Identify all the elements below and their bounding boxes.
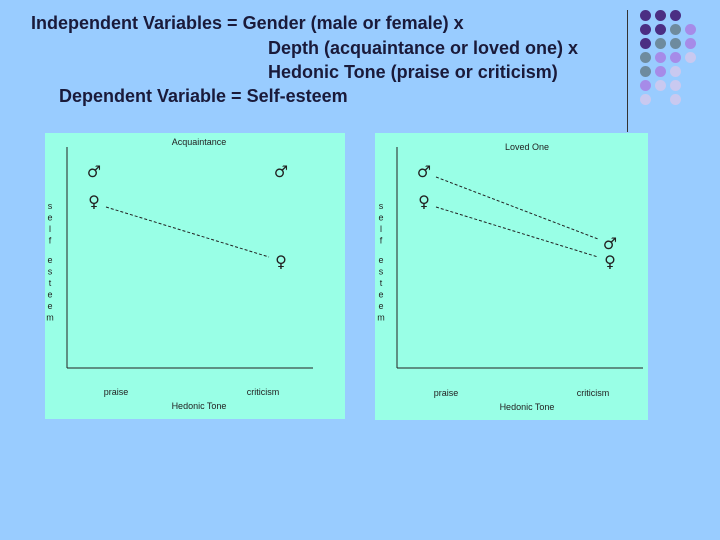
x-tick-label-criticism: criticism: [247, 387, 280, 397]
header-line-depth: Depth (acquaintance or loved one) x: [268, 38, 579, 58]
decorative-dot: [640, 38, 651, 49]
series-marker-female: ♀: [604, 252, 616, 271]
series-marker-male: ♂: [87, 162, 101, 181]
chart-title: Loved One: [505, 142, 549, 152]
chart-panel-loved-one: Loved One s e l f e s t e e m praise criticism Hedoni…: [375, 133, 648, 420]
x-axis-label: Hedonic Tone: [500, 402, 555, 412]
chart-title: Acquaintance: [172, 137, 227, 147]
y-axis-label-letter: s: [379, 201, 384, 211]
decorative-dot: [670, 66, 681, 77]
y-axis-label-letter: e: [378, 213, 383, 223]
y-axis-label-letter: m: [377, 313, 385, 323]
y-axis-label-letter: e: [378, 255, 383, 265]
y-axis-label-letter: e: [47, 213, 52, 223]
x-axis-label: Hedonic Tone: [172, 401, 227, 411]
y-axis-label-letter: l: [49, 224, 51, 234]
decorative-dot: [670, 24, 681, 35]
y-axis-label-letter: s: [379, 267, 384, 277]
series-marker-female: ♀: [418, 192, 430, 211]
y-axis-label-letter: f: [380, 236, 383, 246]
y-axis-label-letter: l: [380, 224, 382, 234]
decorative-dot: [640, 24, 651, 35]
series-marker-female: ♀: [275, 252, 287, 271]
decorative-dot: [670, 80, 681, 91]
y-axis-label-letter: e: [47, 290, 52, 300]
y-axis-label-letter: e: [378, 301, 383, 311]
decorative-dot: [655, 38, 666, 49]
y-axis-label-letter: t: [49, 278, 52, 288]
decorative-dot: [670, 94, 681, 105]
decorative-dot: [655, 80, 666, 91]
decorative-dot: [640, 80, 651, 91]
header-line-dependent-variable: Dependent Variable = Self-esteem: [59, 86, 348, 106]
series-line-male: [435, 176, 599, 240]
x-tick-label-praise: praise: [104, 387, 129, 397]
header-line-hedonic-tone: Hedonic Tone (praise or criticism): [268, 62, 558, 82]
series-marker-male: ♂: [417, 162, 431, 181]
divider-line: [627, 10, 628, 132]
decorative-dot: [670, 52, 681, 63]
decorative-dot: [640, 52, 651, 63]
decorative-dot: [655, 66, 666, 77]
series-line-female: [105, 206, 270, 258]
header-line-independent-variables: Independent Variables = Gender (male or …: [31, 13, 464, 33]
series-marker-male: ♂: [274, 162, 288, 181]
y-axis-label-letter: e: [47, 255, 52, 265]
y-axis-label-letter: f: [49, 236, 52, 246]
decorative-dot: [655, 24, 666, 35]
y-axis-label-letter: s: [48, 267, 53, 277]
series-marker-female: ♀: [88, 192, 100, 211]
decorative-dot: [670, 38, 681, 49]
y-axis-label-letter: s: [48, 201, 53, 211]
x-tick-label-criticism: criticism: [577, 388, 610, 398]
y-axis-label-letter: e: [47, 301, 52, 311]
y-axis-label-letter: t: [380, 278, 383, 288]
decorative-dot: [685, 24, 696, 35]
decorative-dot: [655, 52, 666, 63]
series-line-female: [435, 206, 599, 258]
x-tick-label-praise: praise: [434, 388, 459, 398]
series-marker-male: ♂: [603, 234, 617, 253]
decorative-dot: [640, 10, 651, 21]
decorative-dot: [640, 94, 651, 105]
decorative-dot: [670, 10, 681, 21]
decorative-dot: [685, 38, 696, 49]
y-axis-label-letter: e: [378, 290, 383, 300]
y-axis-label-letter: m: [46, 313, 54, 323]
chart-panel-acquaintance: Acquaintance s e l f e s t e e m praise criticism Hed…: [45, 133, 345, 419]
decorative-dot: [685, 52, 696, 63]
decorative-dot: [640, 66, 651, 77]
decorative-dot: [655, 10, 666, 21]
